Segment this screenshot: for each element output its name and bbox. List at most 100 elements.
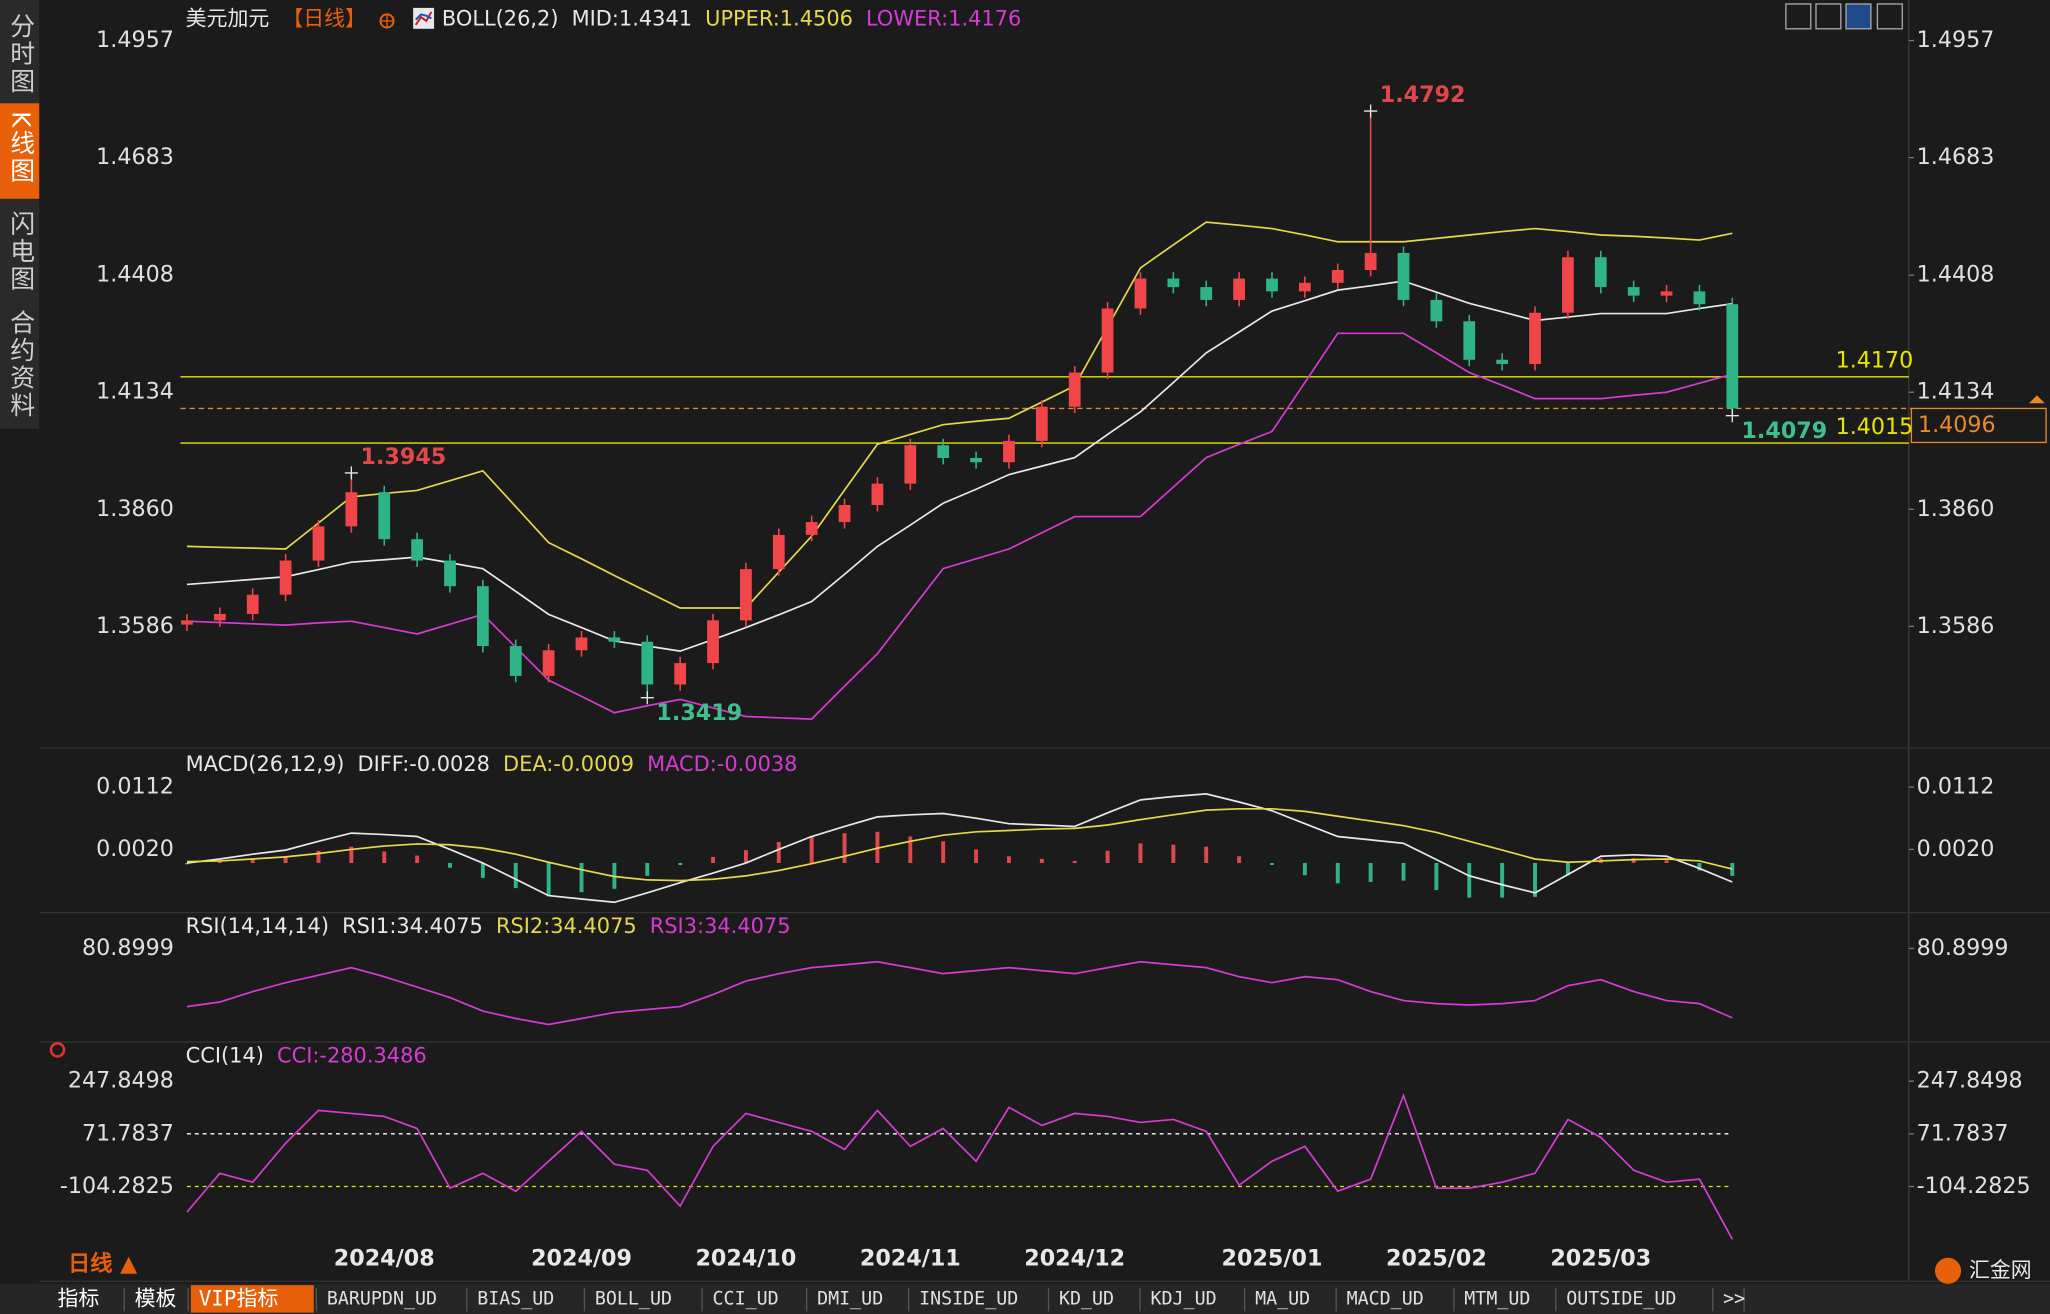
candle-body [1430,299,1443,322]
macd-bar [1467,862,1472,898]
legend-item: CCI(14) [186,1043,264,1067]
y-tick-label: 1.3586 [96,613,174,639]
legend-item: RSI(14,14,14) [186,914,329,938]
y-tick-label: 80.8999 [82,935,174,961]
tab[interactable]: MA_UD [1255,1289,1310,1310]
tab[interactable]: >> [1723,1289,1745,1310]
tab[interactable]: KDJ_UD [1151,1289,1217,1310]
indicator-line [186,221,1733,609]
macd-bar [480,862,485,878]
sidebar-active [0,103,40,199]
tab[interactable]: BIAS_UD [477,1289,554,1310]
macd-bar [415,855,420,863]
macd-bar [349,846,354,863]
toolbar-button[interactable] [1815,3,1842,30]
tab[interactable]: BOLL_UD [595,1289,672,1310]
x-tick-label: 2025/01 [1222,1246,1323,1272]
macd-bar [743,850,748,863]
macd-bar [809,835,814,863]
macd-bar [1533,862,1537,897]
macd-bar [1500,862,1505,898]
legend-item: DEA:-0.0009 [503,752,634,776]
x-tick-label: 2024/12 [1024,1246,1125,1272]
candle-body [1003,440,1015,463]
y-tick-label: 71.7837 [82,1120,174,1146]
y-tick-label: 247.8498 [68,1068,174,1094]
tab[interactable]: MACD_UD [1347,1289,1424,1310]
macd-bar [1401,862,1406,881]
toolbar-button[interactable] [1785,3,1812,30]
tab[interactable]: DMI_UD [817,1289,883,1310]
macd-bar [842,833,847,863]
price-line-label: 1.4015 [1836,414,1914,440]
candle-body [213,613,226,621]
legend-item: MID:1.4341 [572,7,692,31]
macd-bar [283,856,288,863]
legend-item: LOWER:1.4176 [866,7,1021,31]
sidebar [0,0,40,429]
y-tick-label: 0.0112 [96,774,174,800]
tab[interactable]: KD_UD [1059,1289,1114,1310]
extreme-marker [344,466,358,480]
candle-body [608,637,621,642]
toolbar-button[interactable] [1845,3,1872,30]
y-tick-label: 1.4957 [1917,27,1995,53]
candle-body [181,620,193,625]
macd-bar [776,841,781,863]
candle-body [444,560,456,587]
y-tick-label: 80.8999 [1917,935,2009,961]
macd-bar [645,862,650,876]
tab[interactable]: MTM_UD [1464,1289,1530,1310]
legend-item: 美元加元 [186,7,270,31]
candle-body [1200,287,1213,300]
tab[interactable]: 指标 [58,1287,100,1311]
tab[interactable]: OUTSIDE_UD [1566,1289,1676,1310]
extreme-marker [1725,409,1739,423]
toolbar-button[interactable] [1876,3,1903,30]
legend-item: MACD(26,12,9) [186,752,345,776]
y-tick-label: 0.0112 [1917,774,1995,800]
candle-body [1035,406,1048,441]
candle-body [476,586,489,646]
candle-body [1496,359,1509,365]
candle-body [641,641,654,685]
candle-body [970,458,982,463]
macd-bar [974,849,979,863]
sidebar-item[interactable]: 分时图 [7,13,36,96]
y-tick-label: 1.4134 [1917,379,1995,405]
tab[interactable]: VIP指标 [199,1287,279,1311]
tab[interactable]: 模板 [135,1287,177,1311]
x-tick-label: 2025/03 [1550,1246,1651,1272]
period-selector[interactable]: 日线 ▲ [68,1250,138,1277]
macd-bar [1368,862,1373,882]
macd-bar [1335,862,1340,884]
tab[interactable]: BARUPDN_UD [327,1289,437,1310]
y-tick-label: 0.0020 [96,836,174,862]
candle-body [312,526,325,561]
sidebar-item[interactable]: 合约资料 [7,310,36,420]
x-tick-label: 2025/02 [1386,1246,1487,1272]
tab-active [190,1285,314,1313]
extreme-label: 1.4079 [1741,418,1827,444]
candle-body [509,645,522,676]
macd-bar [1138,843,1143,863]
macd-bar [1302,862,1307,876]
macd-bar [941,841,946,863]
tab[interactable]: INSIDE_UD [919,1289,1018,1310]
macd-bar [1039,858,1044,863]
macd-bar [448,862,452,868]
candle-body [937,445,950,459]
legend: MACD(26,12,9) DIFF:-0.0028 DEA:-0.0009 MACD… [186,752,798,776]
macd-bar [217,860,222,863]
macd-bar [1565,862,1570,876]
candle-body [1233,278,1245,300]
candle-body [279,560,292,595]
tab[interactable]: CCI_UD [713,1289,779,1310]
extreme-label: 1.4792 [1380,82,1466,108]
sidebar-item[interactable]: 闪电图 [7,210,36,293]
sidebar-item[interactable]: K线图 [7,111,36,185]
macd-bar [678,862,683,866]
settings-icon[interactable] [49,1042,66,1058]
macd-bar [1697,862,1702,871]
candle-body [904,445,917,484]
